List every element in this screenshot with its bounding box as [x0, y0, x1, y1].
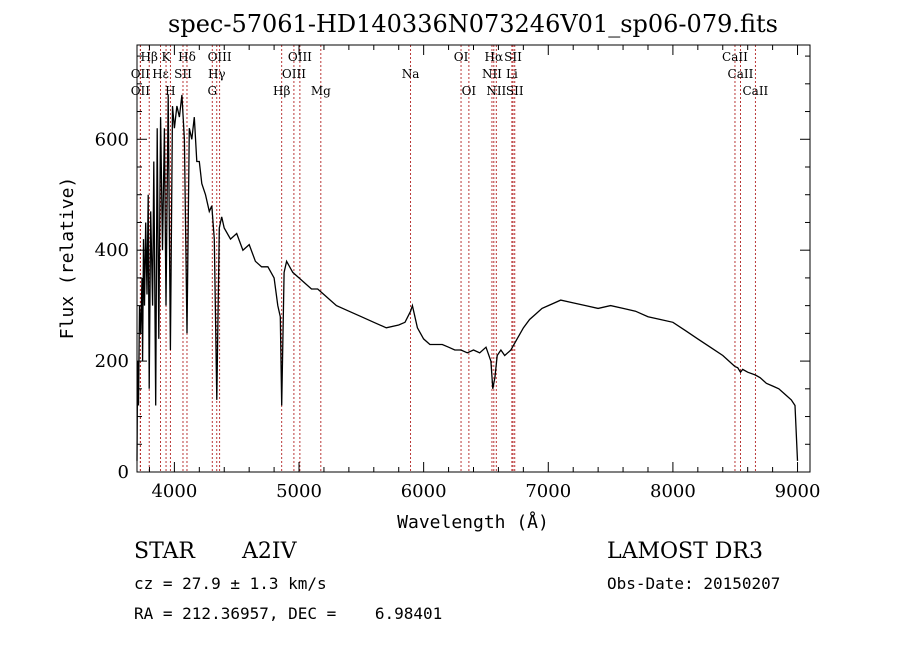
object-subclass: A2IV — [242, 539, 297, 564]
line-id-label-0: Hβ — [141, 50, 158, 64]
x-tick-label-5: 9000 — [775, 481, 821, 502]
line-id-label-4: OIII — [288, 50, 312, 64]
line-id-label-19: H — [165, 84, 175, 98]
y-tick-label-3: 600 — [95, 129, 129, 150]
line-id-label-25: SII — [506, 84, 524, 98]
survey-name: LAMOST DR3 — [607, 539, 763, 564]
line-id-label-20: G — [207, 84, 217, 98]
line-id-label-3: OIII — [208, 50, 232, 64]
line-id-label-15: NII — [482, 67, 502, 81]
x-tick-label-4: 8000 — [650, 481, 696, 502]
line-id-label-14: Na — [402, 67, 420, 81]
line-id-label-8: CaII — [722, 50, 748, 64]
line-id-label-26: CaII — [742, 84, 768, 98]
line-id-label-17: CaII — [728, 67, 754, 81]
y-tick-label-2: 400 — [95, 240, 129, 261]
redshift-cz: cz = 27.9 ± 1.3 km/s — [134, 574, 327, 593]
line-id-label-18: OII — [131, 84, 151, 98]
y-axis-label: Flux (relative) — [57, 177, 78, 340]
line-id-label-10: Hε — [152, 67, 169, 81]
y-tick-label-1: 200 — [95, 351, 129, 372]
chart-title: spec-57061-HD140336N073246V01_sp06-079.f… — [168, 10, 778, 38]
line-id-label-9: OII — [131, 67, 151, 81]
line-id-label-12: Hγ — [208, 67, 226, 81]
line-id-label-16: Li — [506, 67, 518, 81]
line-id-label-6: Hα — [485, 50, 504, 64]
x-axis: 4000 5000 6000 7000 8000 9000 — [148, 45, 821, 502]
line-id-label-7: SII — [504, 50, 522, 64]
spectrum-line — [136, 94, 799, 461]
x-tick-label-2: 6000 — [401, 481, 447, 502]
line-id-label-21: Hβ — [273, 84, 290, 98]
line-id-label-11: SII — [174, 67, 192, 81]
coordinates: RA = 212.36957, DEC = 6.98401 — [134, 604, 443, 623]
line-id-label-13: OIII — [282, 67, 306, 81]
line-id-label-1: K — [162, 50, 172, 64]
x-axis-label: Wavelength (Å) — [397, 511, 549, 533]
line-id-markers — [139, 45, 756, 472]
plot-frame — [136, 44, 811, 473]
line-id-label-24: NII — [486, 84, 506, 98]
x-tick-label-3: 7000 — [525, 481, 571, 502]
object-class: STAR — [134, 539, 195, 564]
line-id-label-23: OI — [462, 84, 477, 98]
x-tick-label-0: 4000 — [151, 481, 197, 502]
line-id-label-5: OI — [454, 50, 469, 64]
observation-date: Obs-Date: 20150207 — [607, 574, 781, 593]
line-id-label-22: Mg — [311, 84, 331, 98]
y-tick-label-0: 0 — [118, 462, 129, 483]
x-tick-label-1: 5000 — [276, 481, 322, 502]
line-id-label-2: Hδ — [178, 50, 196, 64]
y-axis: 0 200 400 600 — [95, 55, 810, 483]
